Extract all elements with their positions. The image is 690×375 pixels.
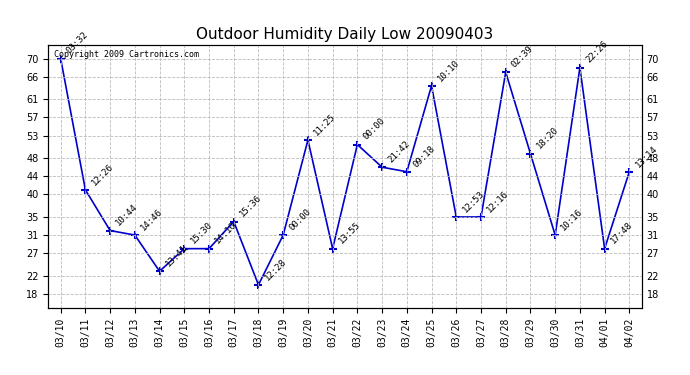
- Title: Outdoor Humidity Daily Low 20090403: Outdoor Humidity Daily Low 20090403: [197, 27, 493, 42]
- Text: 15:30: 15:30: [188, 220, 214, 246]
- Text: 12:53: 12:53: [460, 189, 486, 214]
- Text: 18:20: 18:20: [535, 126, 560, 151]
- Text: 00:00: 00:00: [362, 116, 387, 142]
- Text: 21:42: 21:42: [386, 139, 412, 164]
- Text: 10:44: 10:44: [115, 202, 139, 228]
- Text: 12:28: 12:28: [263, 257, 288, 282]
- Text: 17:48: 17:48: [609, 220, 634, 246]
- Text: 10:10: 10:10: [435, 58, 461, 83]
- Text: 13:14: 13:14: [633, 144, 659, 169]
- Text: 09:18: 09:18: [411, 144, 436, 169]
- Text: 03:32: 03:32: [65, 30, 90, 56]
- Text: 15:36: 15:36: [238, 194, 264, 219]
- Text: 14:46: 14:46: [139, 207, 164, 232]
- Text: 14:10: 14:10: [213, 220, 239, 246]
- Text: 02:39: 02:39: [510, 44, 535, 69]
- Text: 13:41: 13:41: [164, 243, 189, 268]
- Text: 12:26: 12:26: [90, 162, 115, 187]
- Text: 10:16: 10:16: [560, 207, 584, 232]
- Text: 12:16: 12:16: [485, 189, 511, 214]
- Text: 13:55: 13:55: [337, 220, 362, 246]
- Text: 22:26: 22:26: [584, 39, 609, 65]
- Text: Copyright 2009 Cartronics.com: Copyright 2009 Cartronics.com: [55, 50, 199, 59]
- Text: 11:25: 11:25: [312, 112, 337, 137]
- Text: 00:00: 00:00: [287, 207, 313, 232]
